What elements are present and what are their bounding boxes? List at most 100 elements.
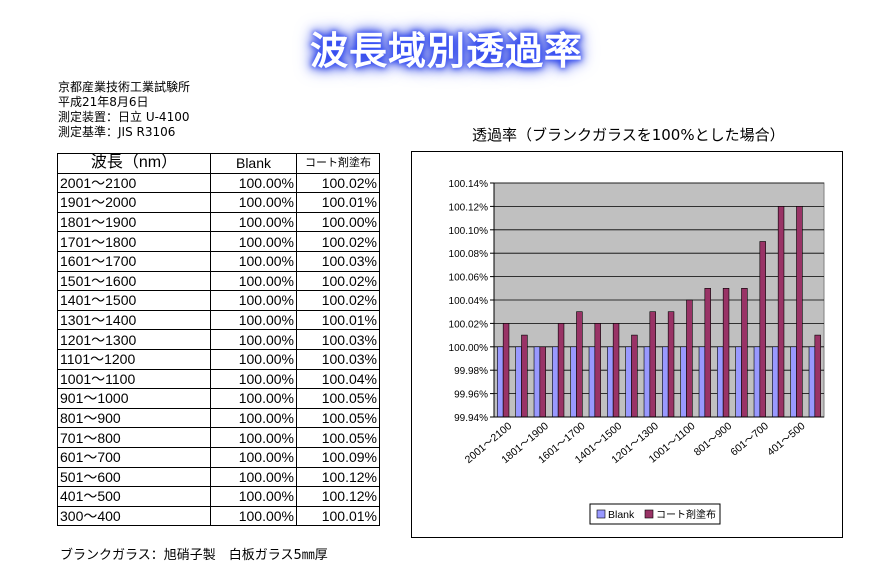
chart-title: 透過率（ブランクガラスを100%とした場合）	[472, 126, 785, 144]
table-row: 1801～1900 100.00% 100.00%	[57, 211, 380, 233]
coated-bar	[539, 346, 546, 418]
coated-bar	[741, 288, 748, 418]
table-row: 1901～2000 100.00% 100.01%	[57, 192, 380, 213]
coated-bar	[594, 323, 601, 418]
chart-container: 100.14% 100.12% 100.10% 100.08% 100.06% 100.0…	[411, 151, 843, 538]
footnote: ブランクガラス：旭硝子製 白板ガラス5㎜厚	[60, 548, 328, 563]
coated-bar	[759, 241, 766, 418]
coated-cell: 100.12%	[296, 466, 380, 488]
table-row: 1001～1100 100.00% 100.04%	[57, 368, 380, 390]
table-row: 701～800 100.00% 100.05%	[57, 427, 380, 448]
table-row: 1301～1400 100.00% 100.01%	[57, 309, 380, 331]
test-info: 京都産業技術工業試験所 平成21年8月6日 測定装置：日立 U-4100 測定基…	[58, 80, 190, 140]
coated-cell: 100.02%	[296, 290, 380, 311]
wavelength-cell: 1601～1700	[57, 250, 211, 272]
blank-cell: 100.00%	[210, 250, 297, 272]
coated-cell: 100.05%	[296, 427, 380, 448]
coated-cell: 100.12%	[296, 486, 380, 507]
coated-bar	[612, 323, 620, 418]
coated-bar	[649, 311, 656, 418]
coated-bar	[686, 299, 693, 418]
blank-cell: 100.00%	[210, 172, 297, 194]
coated-cell: 100.04%	[296, 368, 380, 390]
table-row: 1701～1800 100.00% 100.02%	[57, 231, 380, 252]
blank-bar	[698, 346, 706, 418]
table-row: 601～700 100.00% 100.09%	[57, 446, 380, 468]
wavelength-cell: 601～700	[57, 446, 211, 468]
table-row: 501～600 100.00% 100.12%	[57, 466, 380, 488]
coated-bar	[576, 311, 583, 418]
page-title: 波長域別透過率	[309, 29, 583, 73]
blank-bar	[588, 346, 596, 418]
blank-bar	[790, 346, 797, 418]
wavelength-cell: 1001～1100	[57, 368, 211, 390]
y-tick-label: 100.02%	[449, 319, 489, 330]
coated-cell: 100.01%	[296, 505, 380, 527]
legend-swatch-blank	[596, 509, 606, 519]
wavelength-cell: 701～800	[57, 427, 211, 448]
legend-label-coated: コート剤塗布	[656, 508, 716, 521]
table-row: 300～400 100.00% 100.01%	[57, 505, 380, 527]
blank-bar	[717, 346, 724, 418]
coated-cell: 100.03%	[296, 348, 380, 370]
bar-chart: 100.14% 100.12% 100.10% 100.08% 100.06% 100.0…	[449, 179, 825, 525]
y-tick-label: 99.98%	[454, 366, 488, 377]
coated-bar	[631, 334, 638, 418]
table-row: 901～1000 100.00% 100.05%	[57, 388, 380, 409]
coated-bar	[667, 311, 675, 418]
coated-cell: 100.03%	[296, 250, 380, 272]
blank-bar	[735, 346, 742, 418]
x-tick-label: 601～700	[728, 420, 771, 459]
header-coated: コート剤塗布	[296, 153, 380, 174]
blank-bar	[662, 346, 669, 418]
coated-bar	[777, 206, 785, 418]
wavelength-cell: 300～400	[57, 505, 211, 527]
wavelength-cell: 1101～1200	[57, 348, 211, 370]
wavelength-cell: 1301～1400	[57, 309, 211, 331]
legend-swatch-coated	[644, 509, 654, 519]
wavelength-cell: 801～900	[57, 407, 211, 429]
y-tick-label: 100.14%	[449, 179, 489, 190]
coated-bar	[521, 334, 528, 418]
y-tick-label: 100.12%	[449, 202, 489, 213]
blank-bar	[607, 346, 614, 418]
table-row: 1201～1300 100.00% 100.03%	[57, 329, 380, 350]
wavelength-cell: 1401～1500	[57, 290, 211, 311]
y-tick-label: 100.04%	[449, 296, 489, 307]
table-row: 1501～1600 100.00% 100.02%	[57, 270, 380, 292]
blank-bar	[643, 346, 651, 418]
header-wavelength: 波長（nm）	[57, 153, 211, 174]
y-tick-label: 100.06%	[449, 273, 489, 284]
blank-cell: 100.00%	[210, 446, 297, 468]
blank-bar	[753, 346, 761, 418]
wavelength-cell: 501～600	[57, 466, 211, 488]
blank-cell: 100.00%	[210, 505, 297, 527]
wavelength-cell: 1701～1800	[57, 231, 211, 252]
blank-cell: 100.00%	[210, 309, 297, 331]
table-header-row: 波長（nm） Blank コート剤塗布	[57, 153, 380, 174]
coated-cell: 100.01%	[296, 192, 380, 213]
coated-cell: 100.02%	[296, 231, 380, 252]
blank-bar	[497, 346, 504, 418]
blank-cell: 100.00%	[210, 466, 297, 488]
blank-bar	[808, 346, 816, 418]
blank-cell: 100.00%	[210, 270, 297, 292]
wavelength-cell: 901～1000	[57, 388, 211, 409]
blank-cell: 100.00%	[210, 368, 297, 390]
y-tick-label: 99.94%	[454, 413, 488, 424]
blank-bar	[680, 346, 687, 418]
table-row: 801～900 100.00% 100.05%	[57, 407, 380, 429]
coated-cell: 100.02%	[296, 172, 380, 194]
instrument: 測定装置：日立 U-4100	[58, 110, 190, 124]
wavelength-cell: 1201～1300	[57, 329, 211, 350]
wavelength-cell: 1801～1900	[57, 211, 211, 233]
blank-cell: 100.00%	[210, 211, 297, 233]
x-tick-label: 801～900	[692, 420, 735, 459]
table-row: 1101～1200 100.00% 100.03%	[57, 348, 380, 370]
blank-bar	[552, 346, 559, 418]
blank-bar	[533, 346, 541, 418]
wavelength-cell: 1501～1600	[57, 270, 211, 292]
blank-cell: 100.00%	[210, 329, 297, 350]
coated-bar	[796, 206, 803, 418]
y-tick-label: 100.00%	[449, 343, 489, 354]
